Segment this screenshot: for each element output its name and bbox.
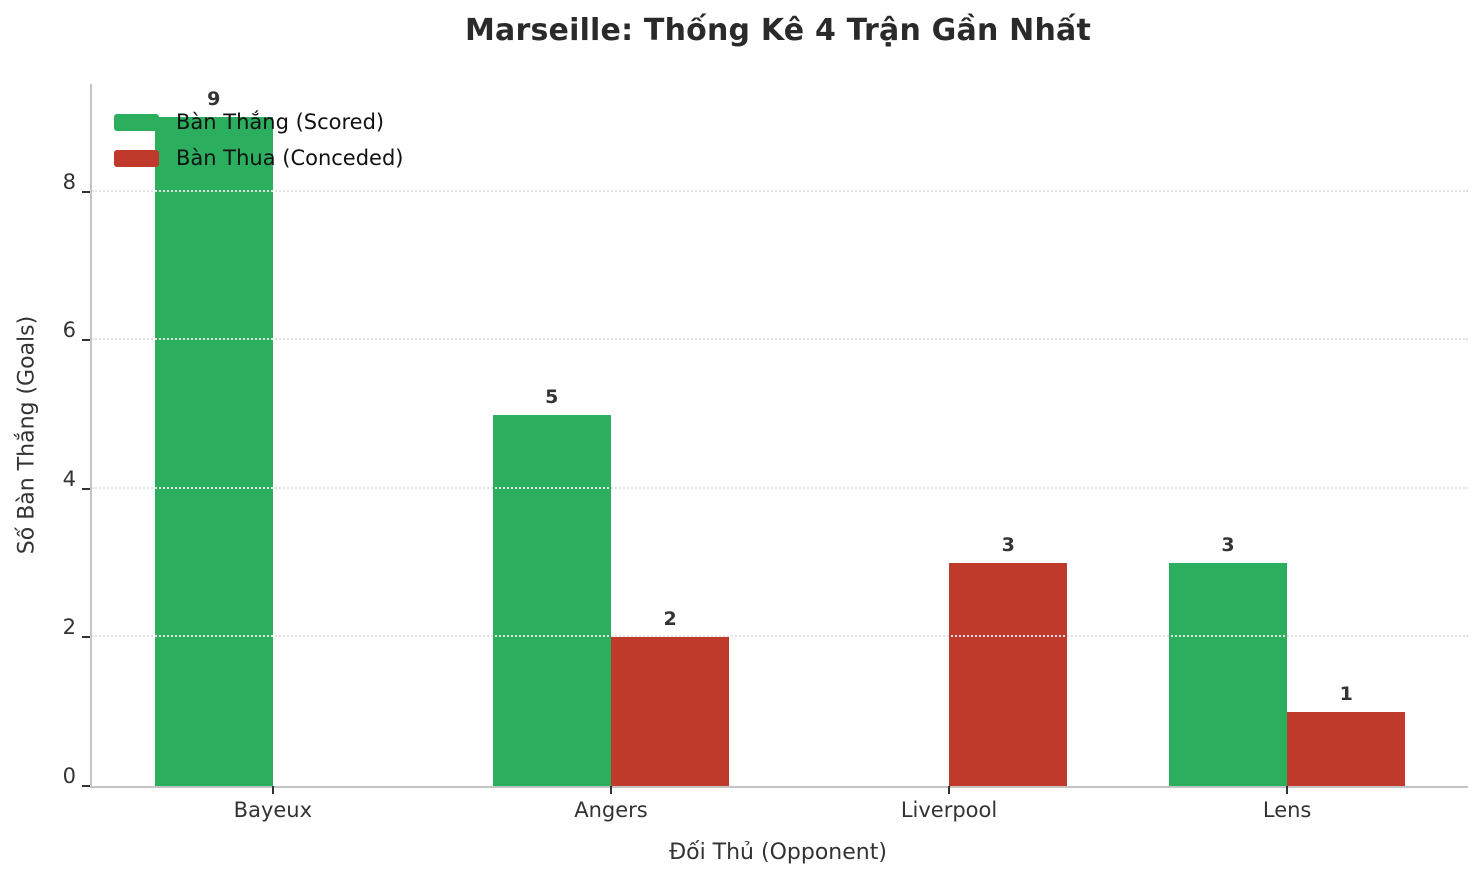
x-tick-mark [271,786,274,794]
bar-value-label: 3 [1221,534,1235,557]
y-tick-label: 0 [62,764,76,788]
legend: Bàn Thắng (Scored) Bàn Thua (Conceded) [114,104,404,176]
y-tick-mark [82,785,90,787]
legend-swatch-icon [114,113,159,131]
x-tick-mark [1286,786,1289,794]
y-tick-mark [82,339,90,342]
chart-title: Marseille: Thống Kê 4 Trận Gần Nhất [465,13,1091,48]
plot-area: Bàn Thắng (Scored) Bàn Thua (Conceded) 0 2… [63,84,1468,822]
y-tick-mark [82,190,90,193]
x-axis-label: Đối Thủ (Opponent) [669,840,887,865]
bar-lens-scored [1168,563,1288,786]
legend-label: Bàn Thua (Conceded) [176,146,404,170]
x-tick-label-bayeux: Bayeux [233,798,313,822]
y-tick-label: 6 [62,318,76,343]
bar-angers-scored [492,414,611,786]
x-tick-label-lens: Lens [1262,798,1312,822]
legend-swatch-icon [114,149,159,167]
y-axis-label: Số Bàn Thắng (Goals) [14,315,40,555]
legend-item-conceded: Bàn Thua (Conceded) [114,140,404,176]
y-tick-label: 4 [62,466,76,491]
x-tick-label-liverpool: Liverpool [900,798,998,822]
y-tick-mark [82,487,90,490]
gridline-y-6 [92,338,1468,341]
gridline-y-8 [92,189,1468,192]
bar-value-label: 5 [545,385,559,408]
legend-label: Bàn Thắng (Scored) [176,110,385,134]
bar-value-label: 9 [207,88,221,111]
bar-bayeux-scored [154,117,273,786]
y-tick-mark [82,636,90,639]
x-tick-label-angers: Angers [574,798,648,822]
x-tick-mark [609,786,612,794]
bar-value-label: 3 [1001,534,1015,557]
legend-item-scored: Bàn Thắng (Scored) [114,104,404,140]
bar-liverpool-conceded [949,563,1068,786]
bar-value-label: 1 [1339,682,1353,705]
bar-lens-conceded [1287,711,1406,786]
bar-angers-conceded [610,637,730,786]
x-tick-mark [948,786,951,794]
bar-value-label: 2 [663,608,677,631]
gridline-y-4 [92,486,1468,489]
y-tick-label: 2 [62,615,76,640]
y-tick-label: 8 [62,169,76,194]
